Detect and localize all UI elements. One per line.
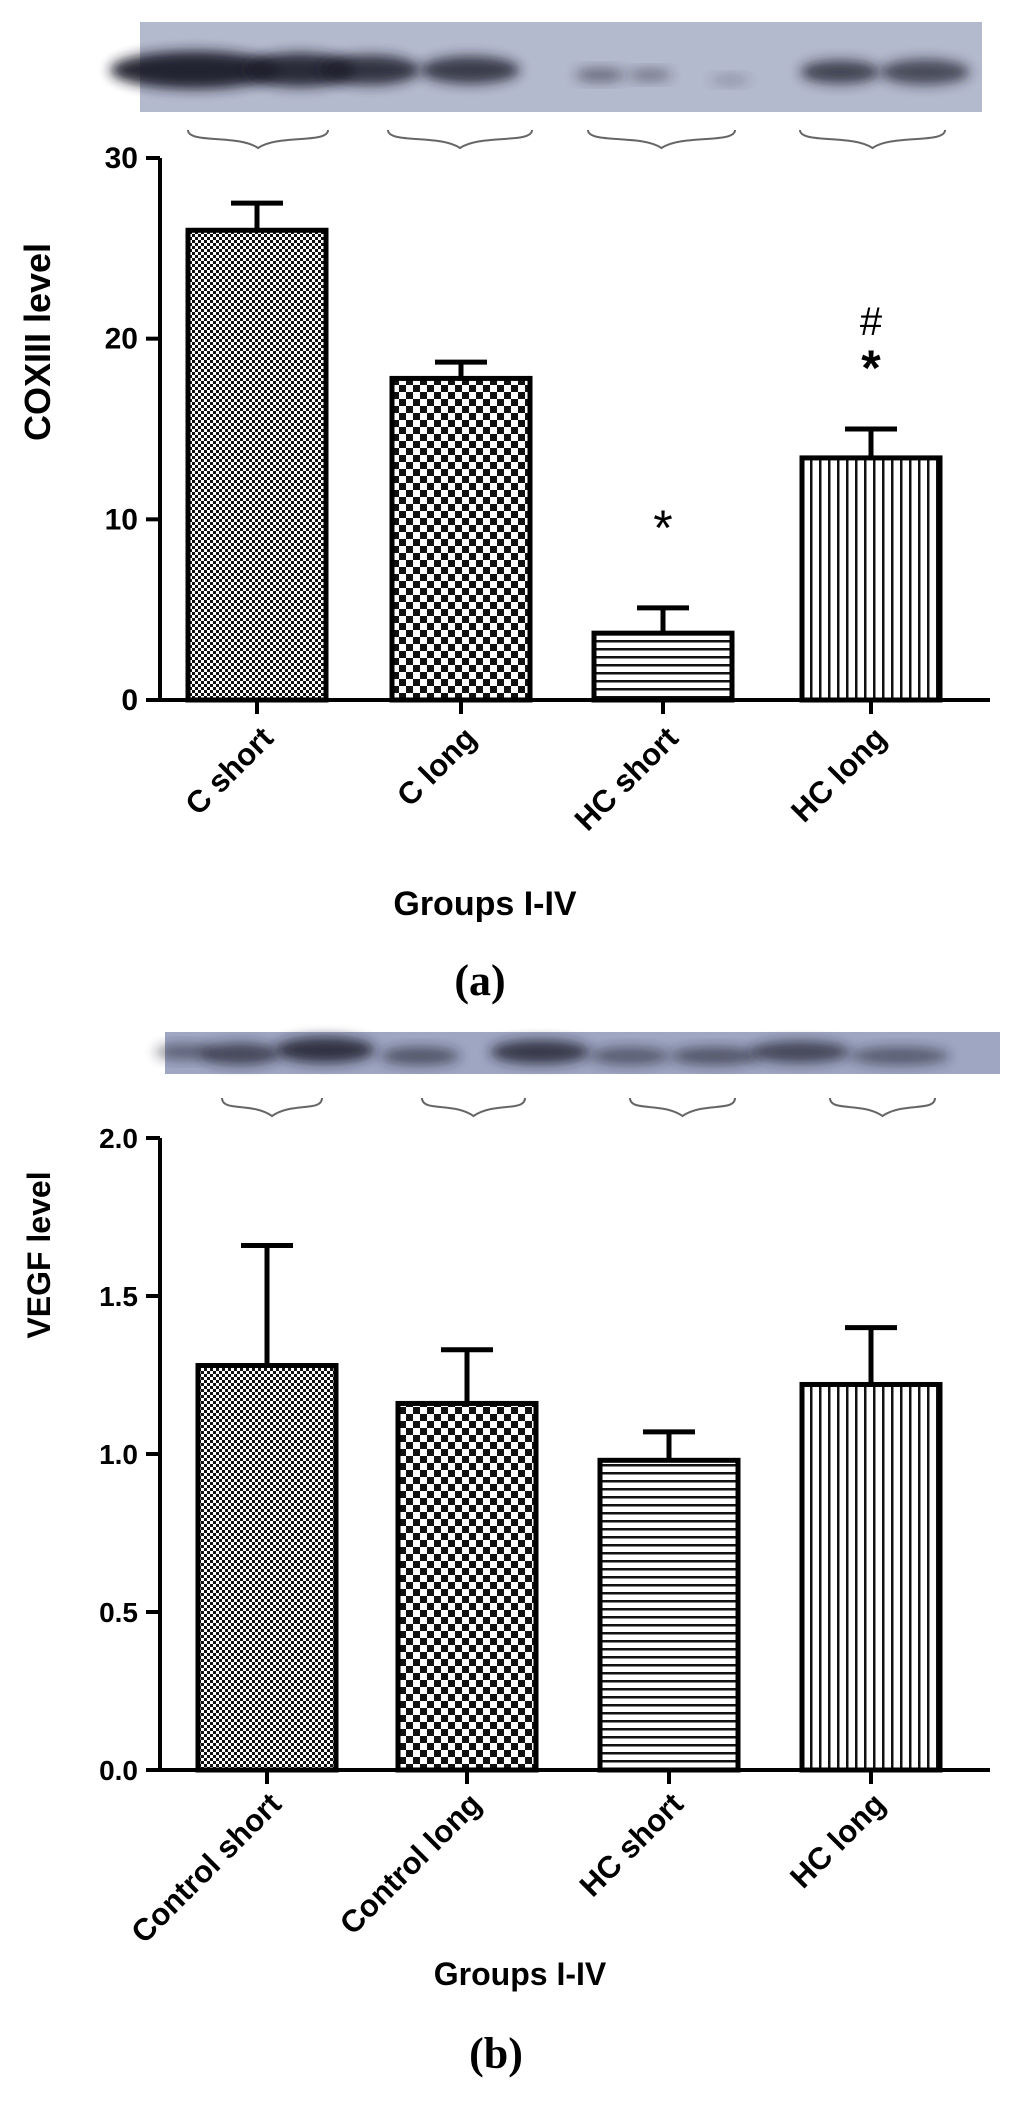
x-category-label: HC short bbox=[573, 1786, 690, 1903]
lane-brace bbox=[587, 129, 736, 150]
western-blot-image-a bbox=[110, 22, 982, 112]
blot-band bbox=[628, 69, 672, 81]
bars-a: *#* bbox=[185, 200, 943, 703]
lane-brace bbox=[221, 1097, 323, 1118]
lane-brace bbox=[421, 1097, 526, 1118]
lane-group-braces-b bbox=[221, 1097, 936, 1118]
blot-band bbox=[155, 1044, 215, 1060]
y-tick-label: 20 bbox=[105, 323, 138, 356]
y-tick-label: 0.0 bbox=[99, 1755, 138, 1786]
hash-marker: # bbox=[860, 300, 883, 344]
blot-band bbox=[800, 60, 880, 84]
x-axis-label-b: Groups I-IV bbox=[434, 1956, 607, 1992]
x-category-label: C short bbox=[178, 720, 279, 821]
bar-4 bbox=[799, 1381, 943, 1773]
y-tick-label: 30 bbox=[105, 142, 138, 175]
lane-brace bbox=[387, 129, 533, 150]
x-axis-label-a: Groups I-IV bbox=[393, 885, 577, 923]
blot-band bbox=[750, 1041, 850, 1063]
blot-band bbox=[320, 55, 420, 85]
blot-band bbox=[575, 68, 625, 82]
bar-3 bbox=[591, 630, 735, 703]
y-tick-label: 1.0 bbox=[99, 1439, 138, 1470]
lane-brace bbox=[629, 1097, 736, 1118]
y-tick-label: 10 bbox=[105, 503, 138, 536]
blot-band bbox=[380, 1047, 460, 1065]
bar-2 bbox=[395, 1400, 539, 1773]
x-category-label: C long bbox=[390, 720, 483, 813]
bar-1 bbox=[185, 227, 329, 703]
blot-band bbox=[275, 1037, 375, 1063]
panel-label-a: (a) bbox=[454, 956, 505, 1005]
lane-brace bbox=[187, 129, 329, 150]
blot-band bbox=[420, 56, 520, 84]
bar-3 bbox=[597, 1457, 741, 1773]
bar-1 bbox=[195, 1363, 339, 1773]
bars-b bbox=[195, 1242, 943, 1773]
x-category-label: HC long bbox=[784, 720, 893, 829]
blot-band bbox=[670, 1047, 760, 1065]
y-axis-label-b: VEGF level bbox=[21, 1171, 57, 1338]
lane-brace bbox=[829, 1097, 936, 1118]
blot-band bbox=[200, 1043, 280, 1065]
x-category-label: Control long bbox=[333, 1786, 488, 1941]
panel-label-b: (b) bbox=[469, 2029, 523, 2078]
blot-band bbox=[490, 1040, 590, 1064]
x-category-label: Control short bbox=[124, 1786, 288, 1950]
asterisk-marker: * bbox=[861, 340, 881, 396]
lane-brace bbox=[799, 129, 946, 150]
y-tick-label: 0.5 bbox=[99, 1597, 138, 1628]
bar-2 bbox=[389, 375, 533, 703]
blot-band bbox=[590, 1047, 670, 1065]
panel-b-vegf-chart: 0.0 0.5 1.0 1.5 2.0 Control short Control long… bbox=[21, 1032, 1000, 2078]
bar-4 bbox=[799, 455, 943, 703]
western-blot-image-b bbox=[155, 1032, 1000, 1074]
x-category-label: HC long bbox=[783, 1786, 892, 1895]
blot-band bbox=[710, 75, 750, 85]
y-tick-label: 2.0 bbox=[99, 1123, 138, 1154]
blot-band bbox=[880, 59, 970, 85]
lane-group-braces-a bbox=[187, 129, 946, 150]
y-axis-label-a: COXIII level bbox=[17, 243, 58, 441]
asterisk-marker: * bbox=[653, 500, 672, 556]
y-tick-label: 1.5 bbox=[99, 1281, 138, 1312]
blot-band bbox=[110, 51, 280, 89]
x-category-label: HC short bbox=[568, 720, 685, 837]
blot-band bbox=[850, 1047, 950, 1065]
y-tick-label: 0 bbox=[121, 684, 138, 717]
blot-band bbox=[245, 53, 355, 87]
